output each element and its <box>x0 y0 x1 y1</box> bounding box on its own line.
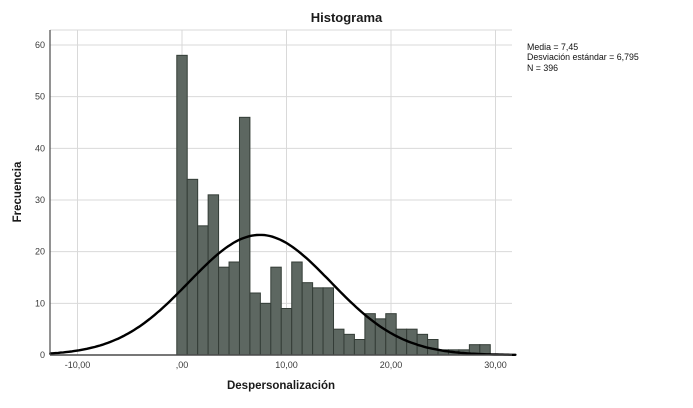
histogram-bar <box>312 287 324 356</box>
x-tick-label: 10,00 <box>275 360 298 370</box>
histogram-bar <box>353 339 366 356</box>
y-tick-label: 40 <box>35 143 45 153</box>
y-axis-title: Frecuencia <box>12 161 24 223</box>
histogram-bar <box>322 287 335 356</box>
histogram-bar <box>249 292 261 356</box>
stat-n: N = 396 <box>527 62 559 73</box>
histogram-bar <box>301 282 314 356</box>
y-tick-label: 20 <box>35 247 45 257</box>
histogram-bar <box>395 328 408 356</box>
x-tick-label: 30,00 <box>484 360 507 370</box>
histogram-bar <box>228 261 240 356</box>
histogram-bar <box>291 261 303 356</box>
x-tick-label: -10,00 <box>65 360 91 370</box>
histogram-bar <box>197 225 209 356</box>
normal-curve <box>49 233 517 356</box>
x-tick-label: ,00 <box>176 360 189 370</box>
x-axis-title: Despersonalización <box>226 380 335 392</box>
chart-title: Histograma <box>310 10 383 25</box>
histogram-bar <box>280 308 293 356</box>
histogram-bar <box>207 194 220 356</box>
histogram-bar <box>333 328 345 356</box>
histogram-bar <box>343 333 355 356</box>
histogram-bar <box>176 54 188 356</box>
histogram-bar <box>218 266 230 356</box>
y-tick-label: 30 <box>35 195 45 205</box>
stats-annotation: Media = 7,45 Desviación estándar = 6,795… <box>527 42 639 73</box>
stat-stddev: Desviación estándar = 6,795 <box>527 52 639 63</box>
y-tick-label: 0 <box>40 350 45 360</box>
y-tick-label: 10 <box>35 298 45 308</box>
histogram-bar <box>186 178 199 356</box>
histogram-bar <box>259 302 272 356</box>
histogram-bar <box>270 266 282 356</box>
x-tick-label: 20,00 <box>380 360 403 370</box>
y-tick-label: 60 <box>35 40 45 50</box>
y-tick-label: 50 <box>35 92 45 102</box>
stat-mean: Media = 7,45 <box>527 42 579 52</box>
